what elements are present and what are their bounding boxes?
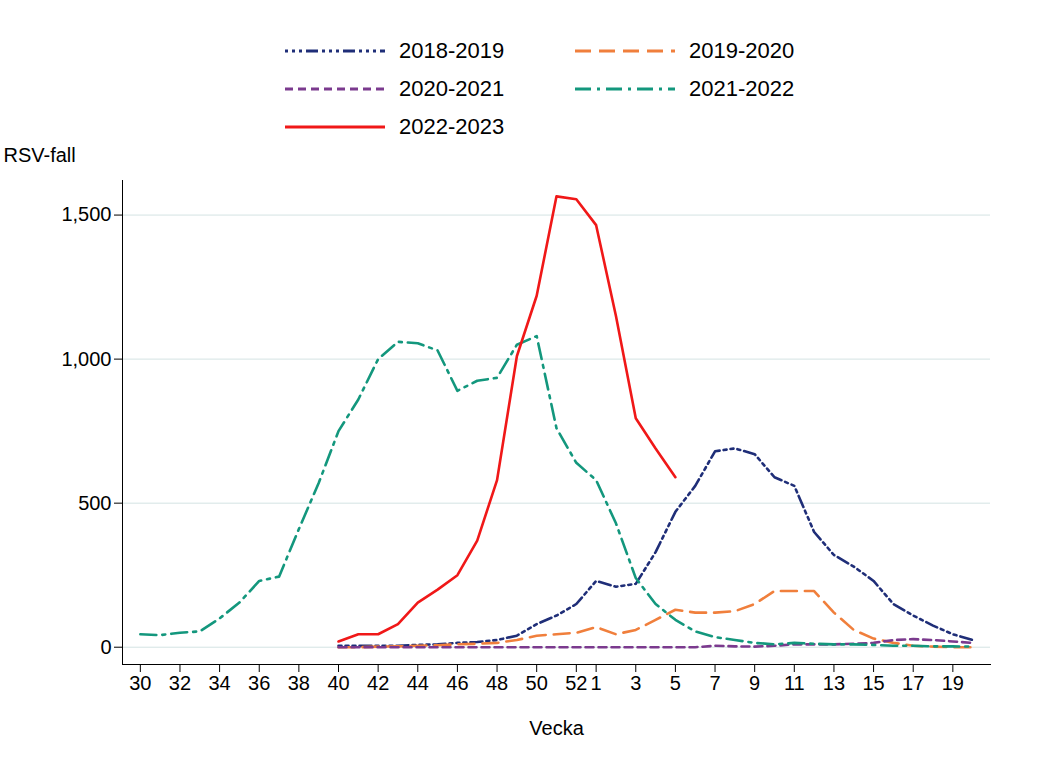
svg-text:19: 19 (942, 672, 964, 694)
svg-text:11: 11 (784, 672, 805, 694)
svg-text:40: 40 (327, 672, 349, 694)
svg-text:52: 52 (565, 672, 587, 694)
svg-text:1,000: 1,000 (61, 348, 111, 370)
html-text:2018-2019: 2018-2019 (399, 38, 505, 63)
svg-text:Vecka: Vecka (529, 717, 584, 739)
svg-text:38: 38 (288, 672, 310, 694)
svg-text:32: 32 (169, 672, 191, 694)
svg-text:48: 48 (486, 672, 508, 694)
svg-text:RSV-fall: RSV-fall (4, 144, 76, 166)
html-text:2020-2021: 2020-2021 (399, 76, 505, 101)
svg-text:3: 3 (630, 672, 641, 694)
svg-text:5: 5 (670, 672, 681, 694)
svg-text:36: 36 (248, 672, 270, 694)
svg-text:50: 50 (526, 672, 548, 694)
svg-text:42: 42 (367, 672, 389, 694)
svg-text:1: 1 (591, 672, 602, 694)
svg-text:30: 30 (129, 672, 151, 694)
svg-text:0: 0 (100, 636, 111, 658)
svg-text:9: 9 (749, 672, 760, 694)
svg-text:7: 7 (709, 672, 720, 694)
svg-text:17: 17 (902, 672, 924, 694)
svg-text:46: 46 (446, 672, 468, 694)
html-text:2021-2022: 2021-2022 (689, 76, 795, 101)
html-text:2022-2023: 2022-2023 (399, 114, 505, 139)
svg-text:44: 44 (407, 672, 429, 694)
svg-text:34: 34 (208, 672, 230, 694)
svg-text:15: 15 (862, 672, 884, 694)
html-text:2019-2020: 2019-2020 (689, 38, 795, 63)
svg-text:500: 500 (78, 492, 111, 514)
svg-text:13: 13 (823, 672, 845, 694)
svg-text:1,500: 1,500 (61, 203, 111, 225)
